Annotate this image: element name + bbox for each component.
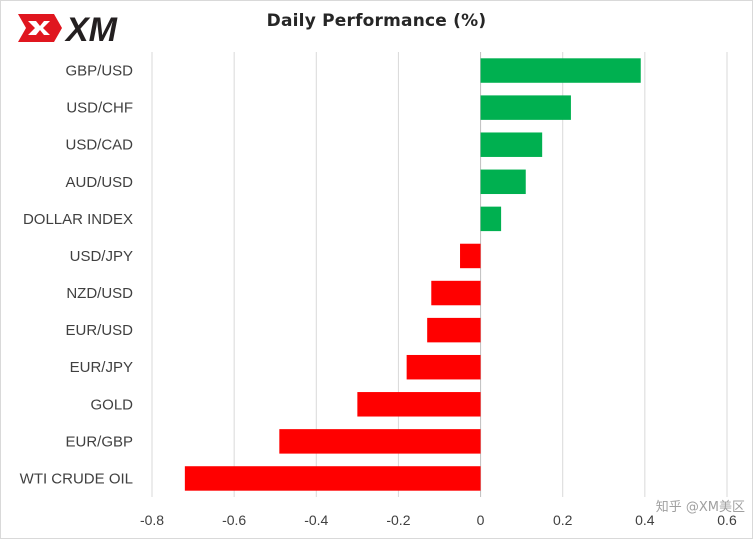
bar [184,466,481,491]
category-label: USD/CAD [65,137,133,154]
category-label: WTI CRUDE OIL [20,470,133,487]
x-tick-label: 0.6 [717,512,737,528]
bar [406,354,481,380]
category-label: AUD/USD [65,174,133,191]
category-label: DOLLAR INDEX [23,211,133,228]
bar [279,429,481,454]
x-tick-label: -0.2 [386,512,410,528]
category-label: EUR/GBP [65,433,133,450]
bar [431,280,481,306]
logo-bull-mark [28,21,50,35]
category-label: GOLD [90,396,133,413]
bar [480,58,641,83]
category-label: USD/JPY [70,248,133,265]
category-label: EUR/USD [65,322,133,339]
x-tick-label: -0.6 [222,512,246,528]
bar [480,95,571,120]
watermark: 知乎 @XM美区 [655,500,745,515]
xm-logo: XM [16,8,156,49]
category-label: NZD/USD [66,285,133,302]
bar [460,243,481,269]
category-label: USD/CHF [66,100,133,117]
bar [427,317,481,343]
x-tick-label: 0 [477,512,485,528]
chart-title: Daily Performance (%) [266,11,487,31]
x-tick-label: -0.4 [304,512,328,528]
xm-logo-icon: XM [18,11,118,49]
bar [480,169,526,195]
x-tick-label: 0.4 [635,512,655,528]
logo-text: XM [64,11,118,48]
bar [480,206,502,232]
bar [357,392,481,417]
category-label: EUR/JPY [70,359,133,376]
x-tick-label: 0.2 [553,512,573,528]
category-label: GBP/USD [65,63,133,80]
x-tick-label: -0.8 [140,512,164,528]
bar [480,132,543,157]
